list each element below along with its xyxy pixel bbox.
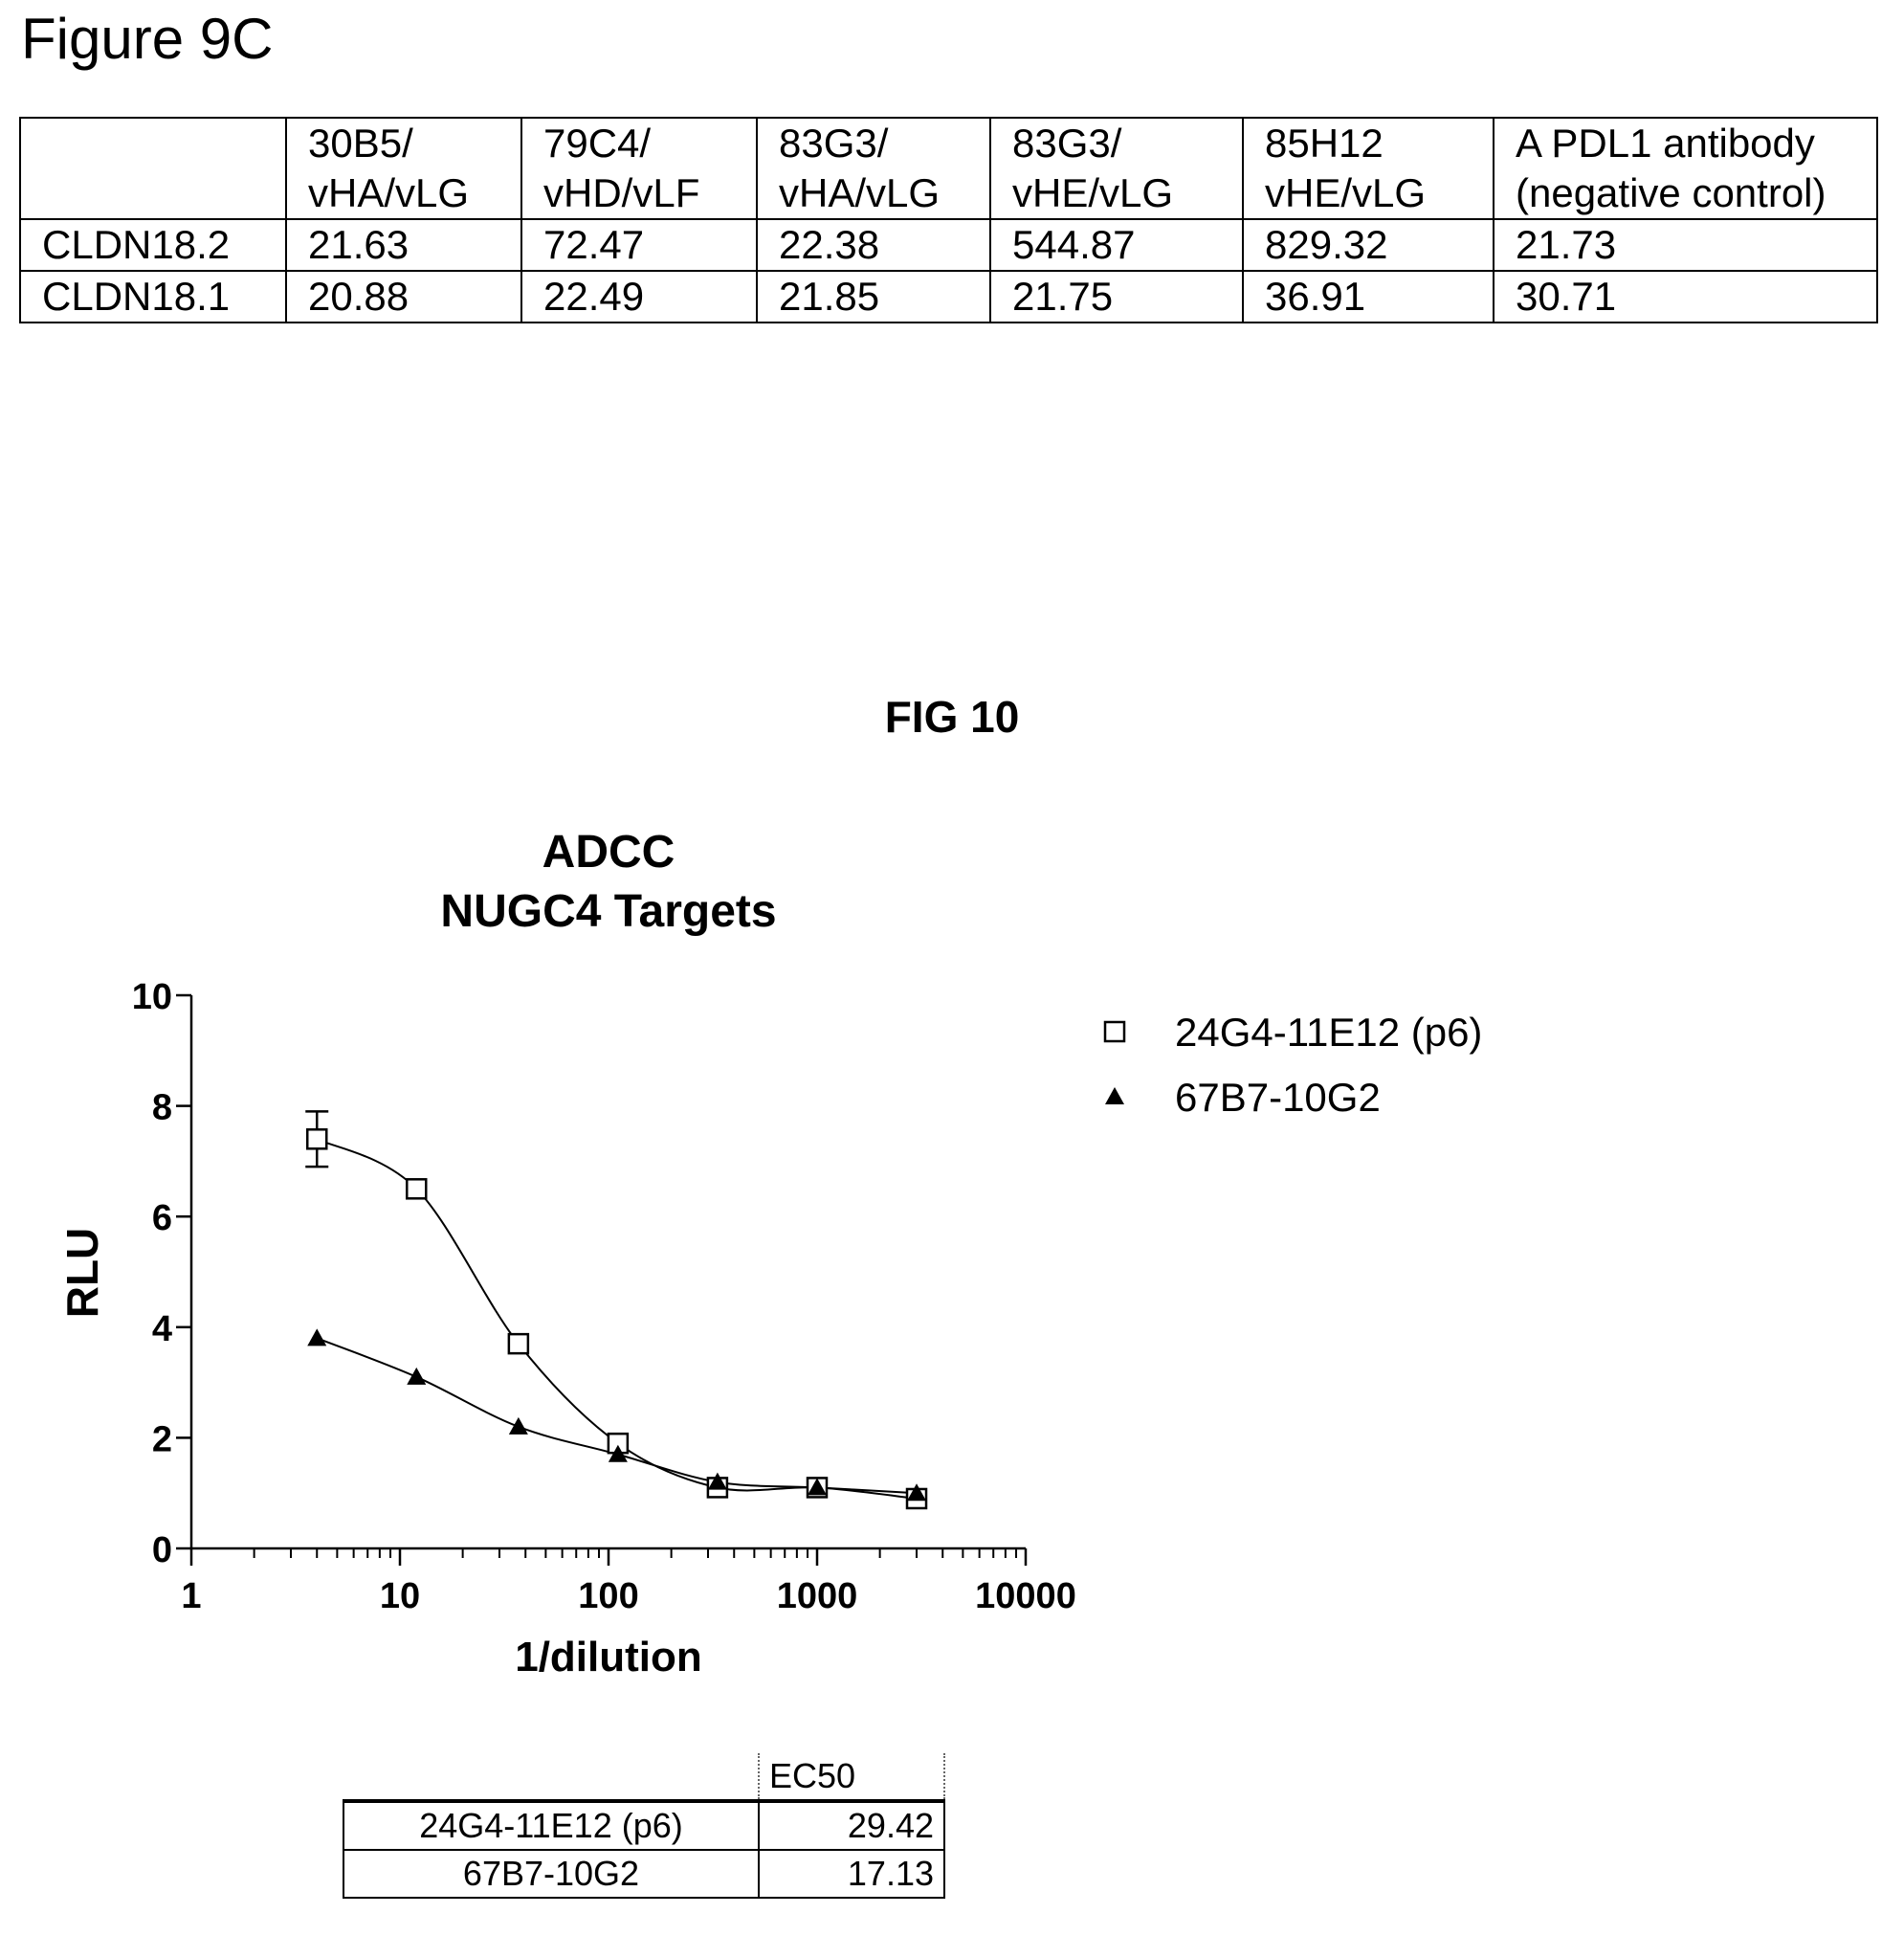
legend-triangle-icon: [1105, 1087, 1124, 1104]
table-cell: 72.47: [520, 218, 758, 272]
ec50-header-label: EC50: [758, 1753, 945, 1801]
y-tick-label: 10: [132, 977, 172, 1017]
row-label: CLDN18.1: [19, 270, 287, 323]
data-point-square: [406, 1178, 428, 1200]
table-cell: 22.38: [756, 218, 991, 272]
y-tick-label: 4: [152, 1309, 172, 1349]
table-cell: 36.91: [1242, 270, 1494, 323]
table-cell: 21.75: [989, 270, 1244, 323]
legend-label: 67B7-10G2: [1175, 1075, 1381, 1120]
data-point-triangle: [808, 1478, 827, 1496]
data-point-triangle: [907, 1483, 927, 1502]
chart-subtitle: NUGC4 Targets: [440, 886, 776, 937]
header-cell: A PDL1 antibody (negative control): [1493, 117, 1878, 220]
table-row: 24G4-11E12 (p6) 29.42: [343, 1799, 945, 1851]
header-cell: 83G3/vHA/vLG: [756, 117, 991, 220]
y-tick-label: 6: [152, 1198, 172, 1238]
table-cell: 30.71: [1493, 270, 1878, 323]
header-cell: 83G3/vHE/vLG: [989, 117, 1244, 220]
x-tick-label: 100: [578, 1576, 638, 1616]
data-point-triangle: [608, 1444, 628, 1462]
table-cell: 829.32: [1242, 218, 1494, 272]
y-tick-label: 0: [152, 1530, 172, 1570]
ec50-header-empty: [343, 1753, 759, 1801]
ec50-header-row: EC50: [343, 1753, 945, 1801]
table-row: CLDN18.1 20.88 22.49 21.85 21.75 36.91 3…: [19, 270, 1878, 323]
ec50-value: 17.13: [758, 1849, 945, 1899]
data-point-square: [507, 1332, 530, 1355]
ec50-antibody-name: 24G4-11E12 (p6): [343, 1799, 760, 1851]
ec50-table: EC50 24G4-11E12 (p6) 29.42 67B7-10G2 17.…: [343, 1753, 945, 1899]
row-label: CLDN18.2: [19, 218, 287, 272]
x-tick-label: 10000: [975, 1576, 1076, 1616]
y-tick-label: 2: [152, 1419, 172, 1459]
table-cell: 544.87: [989, 218, 1244, 272]
table-header-row: 30B5/vHA/vLG 79C4/vHD/vLF 83G3/vHA/vLG 8…: [19, 117, 1878, 220]
ec50-value: 29.42: [758, 1799, 945, 1851]
table-cell: 20.88: [285, 270, 522, 323]
x-axis-label: 1/dilution: [515, 1634, 702, 1680]
header-cell: 79C4/vHD/vLF: [520, 117, 758, 220]
x-tick-label: 1000: [777, 1576, 858, 1616]
x-tick-label: 1: [181, 1576, 201, 1616]
data-point-triangle: [508, 1416, 528, 1435]
chart-title: ADCC: [542, 827, 675, 878]
legend-square-icon: [1103, 1020, 1126, 1043]
header-cell: 85H12 vHE/vLG: [1242, 117, 1494, 220]
ec50-antibody-name: 67B7-10G2: [343, 1849, 760, 1899]
adcc-chart: ADCC NUGC4 Targets 0 2 4 6 8 10 1 10 100 1000 10000 1…: [57, 827, 1482, 1680]
y-axis-label: RLU: [57, 1228, 107, 1319]
data-point-triangle: [707, 1472, 727, 1490]
data-point-triangle: [307, 1328, 327, 1346]
data-point-square: [305, 1128, 328, 1150]
fit-curve-series-2: [316, 1337, 918, 1495]
x-tick-label: 10: [380, 1576, 420, 1616]
table-cell: 21.73: [1493, 218, 1878, 272]
header-cell: 30B5/vHA/vLG: [285, 117, 522, 220]
claudin-binding-table: 30B5/vHA/vLG 79C4/vHD/vLF 83G3/vHA/vLG 8…: [19, 117, 1878, 323]
table-cell: 22.49: [520, 270, 758, 323]
header-cell-empty: [19, 117, 287, 220]
table-cell: 21.63: [285, 218, 522, 272]
table-row: CLDN18.2 21.63 72.47 22.38 544.87 829.32…: [19, 218, 1878, 272]
table-row: 67B7-10G2 17.13: [343, 1849, 945, 1899]
data-point-triangle: [407, 1367, 427, 1385]
figure-10-title: FIG 10: [884, 692, 1020, 742]
y-tick-label: 8: [152, 1088, 172, 1128]
figure-9c-title: Figure 9C: [21, 7, 274, 71]
table-cell: 21.85: [756, 270, 991, 323]
legend-label: 24G4-11E12 (p6): [1175, 1010, 1482, 1055]
